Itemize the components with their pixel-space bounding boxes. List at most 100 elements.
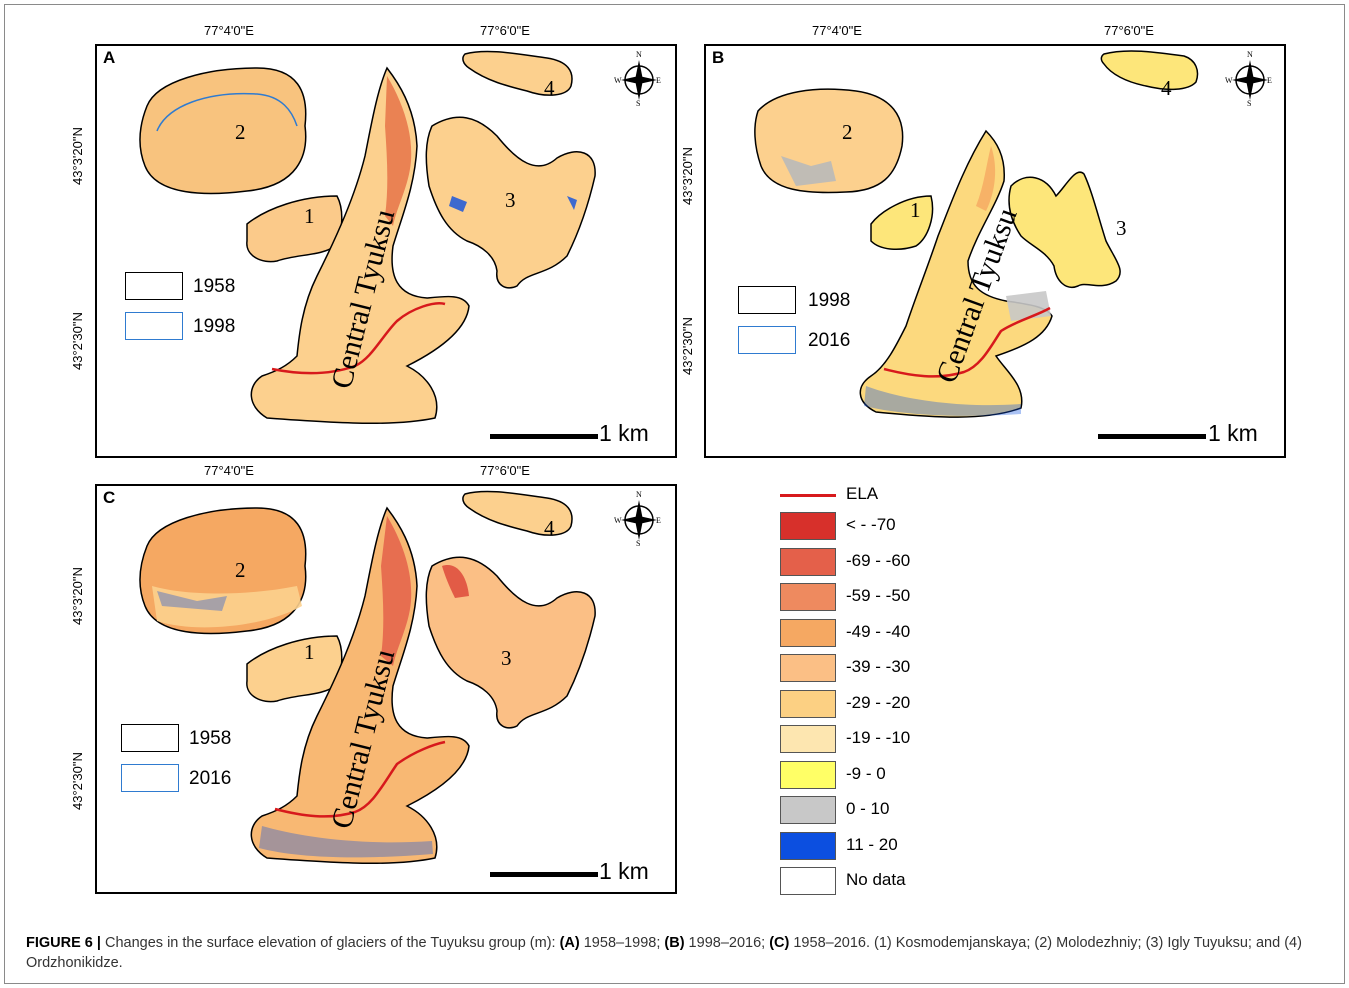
- legend-label-1998-a: 1998: [193, 316, 236, 337]
- caption-c: (C): [769, 935, 790, 951]
- glacier-1: [870, 195, 934, 251]
- caption-b-text: 1998–2016;: [684, 935, 770, 951]
- glacier-number-3-b: 3: [1116, 216, 1127, 240]
- legend-item: 0 - 10: [780, 794, 1020, 824]
- scale-label-c: 1 km: [599, 858, 649, 884]
- legend-outline-1998-a: [125, 312, 183, 340]
- glacier-1: [246, 195, 343, 263]
- figure-caption: FIGURE 6 | Changes in the surface elevat…: [26, 933, 1326, 973]
- legend-swatch: [780, 831, 836, 860]
- legend-swatch: [780, 618, 836, 647]
- legend-label: -29 - -20: [846, 692, 911, 712]
- ela-line-swatch: [780, 494, 836, 497]
- legend-label: -39 - -30: [846, 657, 911, 676]
- glacier-1: [246, 635, 343, 703]
- legend-swatch: [780, 654, 836, 682]
- panel-label-a: A: [103, 48, 116, 67]
- glacier-number-1-a: 1: [304, 204, 315, 228]
- legend-swatch: [780, 867, 836, 895]
- scale-bar-a: [490, 434, 598, 439]
- scale-label-a: 1 km: [599, 420, 649, 446]
- lon-label-c1: 77°4'0"E: [204, 463, 254, 478]
- lat-label-c1: 43°3'20"N: [70, 567, 85, 625]
- glacier-number-3-c: 3: [501, 646, 512, 670]
- legend-outline-2016-b: [738, 326, 796, 354]
- legend-outline-1958-a: [125, 272, 183, 300]
- legend-label-1958-a: 1958: [193, 276, 236, 297]
- legend-swatch: [780, 583, 836, 611]
- lon-label-b1: 77°4'0"E: [812, 23, 862, 38]
- legend-item: -29 - -20: [780, 688, 1020, 718]
- legend-label: -19 - -10: [846, 728, 911, 747]
- caption-text-1: Changes in the surface elevation of glac…: [100, 935, 560, 951]
- glacier-3: [1008, 171, 1121, 288]
- legend-item: No data: [780, 865, 1020, 895]
- legend-label: -9 - 0: [846, 763, 886, 783]
- legend-item-ela: ELA: [780, 484, 1020, 514]
- glacier-4: [1100, 50, 1199, 91]
- legend-label-ela: ELA: [846, 484, 879, 503]
- legend-outline-2016-c: [121, 764, 179, 792]
- legend-label: < - -70: [846, 515, 896, 534]
- legend-item: -59 - -50: [780, 581, 1020, 611]
- lat-label-c2: 43°2'30"N: [70, 752, 85, 810]
- glacier-4: [462, 50, 573, 96]
- legend-item: -69 - -60: [780, 546, 1020, 576]
- legend-label: 11 - 20: [846, 834, 898, 854]
- glacier-number-4-c: 4: [544, 516, 555, 540]
- ela-line: [274, 740, 446, 818]
- lon-label-a1: 77°4'0"E: [204, 23, 254, 38]
- legend-outline-1998-b: [738, 286, 796, 314]
- glacier-number-1-c: 1: [304, 640, 315, 664]
- legend-label: -49 - -40: [846, 621, 911, 641]
- map-panel-b: B 2 1 3 4 Central Tyuksu 1998 2016 1 km …: [704, 44, 1286, 458]
- ela-line: [271, 302, 446, 375]
- map-c-svg: [139, 490, 596, 864]
- legend-swatch: [780, 796, 836, 824]
- legend-label: -59 - -50: [846, 586, 911, 605]
- legend-item: -39 - -30: [780, 652, 1020, 682]
- caption-label: FIGURE 6 |: [26, 935, 101, 951]
- scale-bar-c: [490, 872, 598, 877]
- legend-swatch: [780, 689, 836, 718]
- legend-outline-1958-c: [121, 724, 179, 752]
- glacier-number-2-b: 2: [842, 120, 853, 144]
- glacier-3: [425, 556, 596, 729]
- legend-label-1958-c: 1958: [189, 728, 232, 749]
- map-panel-a: A 2 1 3 4 Central Tyuksu 1958 1998 1 km …: [95, 44, 677, 458]
- lat-label-b2: 43°2'30"N: [680, 317, 695, 375]
- legend-swatch: [780, 547, 836, 576]
- glacier-number-4-a: 4: [544, 76, 555, 100]
- lon-label-a2: 77°6'0"E: [480, 23, 530, 38]
- lat-label-a1: 43°3'20"N: [70, 127, 85, 185]
- glacier-central: [250, 66, 470, 424]
- legend-swatch: [780, 760, 836, 789]
- glacier-number-2-c: 2: [235, 558, 246, 582]
- legend-item: -9 - 0: [780, 759, 1020, 789]
- legend-item: 11 - 20: [780, 830, 1020, 860]
- legend-item: < - -70: [780, 510, 1020, 540]
- glacier-number-1-b: 1: [910, 198, 921, 222]
- glacier-central: [859, 129, 1053, 418]
- map-panel-c: C 2 1 3 4 Central Tyuksu 1958 2016 1 km …: [95, 484, 677, 894]
- scale-label-b: 1 km: [1208, 420, 1258, 446]
- legend-swatch: [780, 512, 836, 540]
- lon-label-b2: 77°6'0"E: [1104, 23, 1154, 38]
- scale-bar-b: [1098, 434, 1206, 439]
- legend-label-2016-c: 2016: [189, 768, 232, 789]
- figure-frame: [4, 4, 1345, 984]
- lat-label-b1: 43°3'20"N: [680, 147, 695, 205]
- glacier-4: [462, 490, 573, 536]
- panel-label-b: B: [712, 48, 725, 67]
- legend-label-1998-b: 1998: [808, 290, 851, 311]
- caption-b: (B): [664, 935, 685, 951]
- panel-label-c: C: [103, 488, 116, 507]
- elevation-change-legend: ELA < - -70 -69 - -60 -59 - -50 -49 - -40 -3…: [780, 484, 1020, 904]
- glacier-number-4-b: 4: [1161, 76, 1172, 100]
- ela-line: [883, 306, 1051, 378]
- lat-label-a2: 43°2'30"N: [70, 312, 85, 370]
- legend-item: -49 - -40: [780, 617, 1020, 647]
